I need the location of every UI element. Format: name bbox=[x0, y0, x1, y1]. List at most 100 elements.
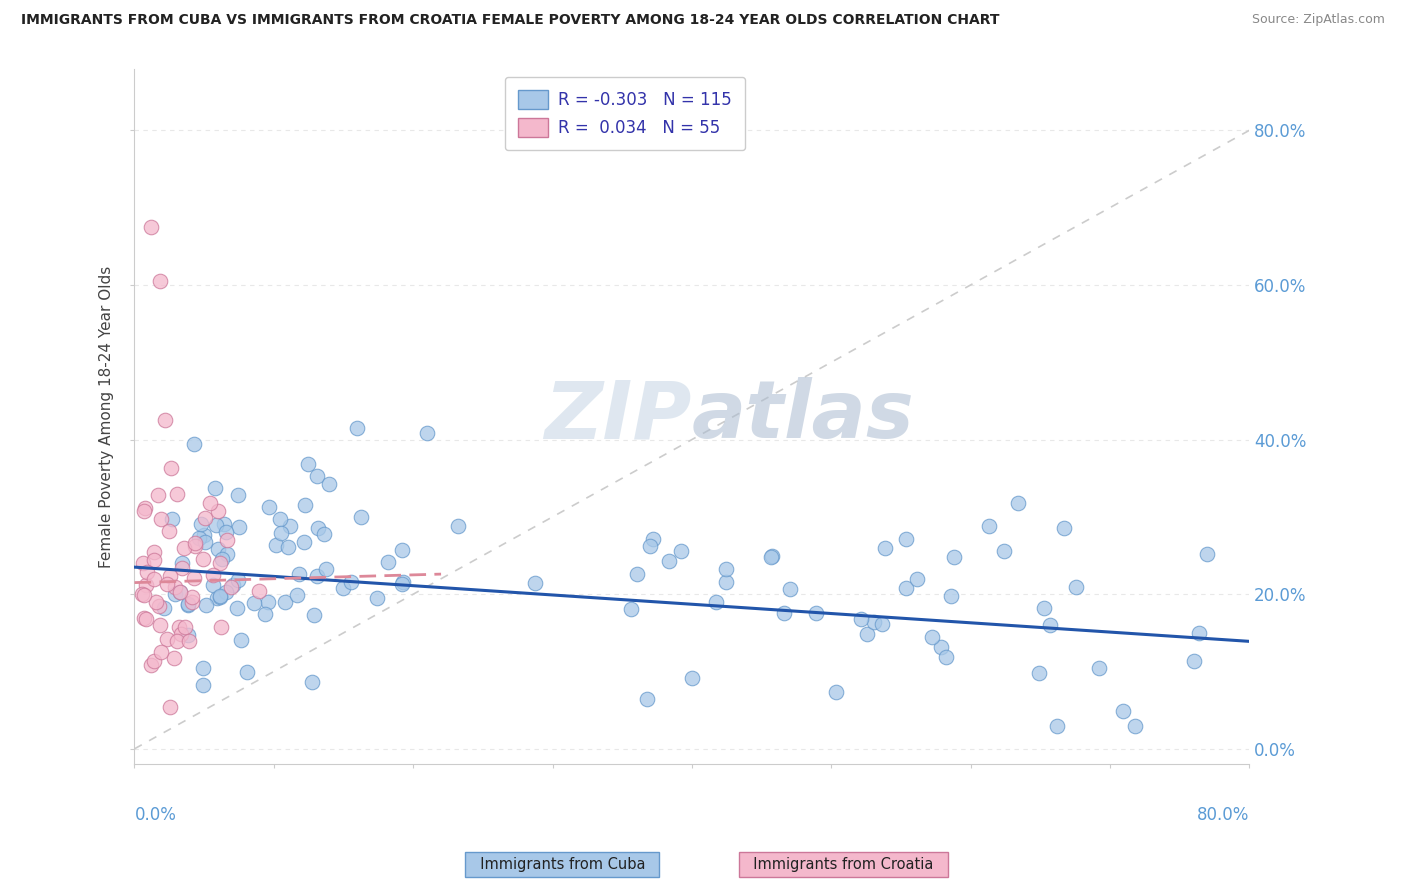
Point bbox=[209, 556, 232, 570]
Point bbox=[157, 524, 180, 538]
Point bbox=[636, 692, 658, 706]
Point bbox=[1032, 601, 1054, 615]
Point bbox=[391, 543, 413, 558]
Point bbox=[1066, 581, 1088, 595]
Point bbox=[285, 588, 308, 602]
Point bbox=[626, 566, 648, 581]
Point bbox=[856, 627, 879, 641]
Point bbox=[226, 600, 249, 615]
Point bbox=[184, 535, 207, 549]
Point bbox=[156, 632, 179, 647]
Point bbox=[170, 557, 193, 571]
Point bbox=[163, 580, 186, 594]
Point bbox=[257, 500, 280, 514]
Text: Immigrants from Cuba: Immigrants from Cuba bbox=[471, 857, 654, 872]
Point bbox=[264, 538, 287, 552]
Point bbox=[169, 585, 191, 599]
Point bbox=[179, 634, 201, 648]
Point bbox=[804, 606, 827, 620]
Point bbox=[638, 539, 661, 553]
Point bbox=[277, 541, 299, 555]
Point bbox=[191, 661, 214, 675]
Point bbox=[166, 634, 188, 648]
Point bbox=[141, 657, 163, 672]
Point bbox=[160, 461, 183, 475]
Point bbox=[524, 575, 547, 590]
Point bbox=[301, 674, 323, 689]
Point bbox=[292, 535, 315, 549]
Point bbox=[173, 620, 195, 634]
Point bbox=[193, 678, 215, 692]
Point bbox=[307, 569, 329, 583]
Point bbox=[193, 534, 215, 549]
Point bbox=[862, 615, 884, 630]
Point bbox=[226, 573, 249, 587]
Point bbox=[153, 600, 176, 615]
Point bbox=[159, 699, 181, 714]
Point bbox=[187, 531, 209, 545]
Point bbox=[134, 501, 156, 516]
Point bbox=[681, 671, 703, 685]
Point bbox=[194, 510, 217, 524]
Point bbox=[346, 421, 368, 435]
Point bbox=[222, 577, 245, 591]
Point bbox=[207, 541, 229, 556]
Text: IMMIGRANTS FROM CUBA VS IMMIGRANTS FROM CROATIA FEMALE POVERTY AMONG 18-24 YEAR : IMMIGRANTS FROM CUBA VS IMMIGRANTS FROM … bbox=[21, 13, 1000, 28]
Point bbox=[294, 498, 316, 512]
Point bbox=[204, 517, 226, 532]
Point bbox=[183, 437, 205, 451]
Point bbox=[163, 586, 186, 600]
Point bbox=[714, 561, 737, 575]
Point bbox=[204, 482, 226, 496]
Text: Immigrants from Croatia: Immigrants from Croatia bbox=[744, 857, 943, 872]
Point bbox=[339, 574, 361, 589]
Point bbox=[658, 554, 681, 568]
Point bbox=[242, 596, 264, 610]
Point bbox=[183, 539, 205, 553]
Point bbox=[143, 553, 166, 567]
Point bbox=[297, 458, 319, 472]
Point bbox=[159, 568, 181, 582]
Point bbox=[1182, 654, 1205, 668]
Point bbox=[141, 219, 163, 234]
Point bbox=[447, 518, 470, 533]
Point bbox=[1195, 547, 1218, 561]
Point bbox=[160, 512, 183, 526]
Point bbox=[929, 640, 952, 654]
Point bbox=[149, 274, 172, 288]
Text: 80.0%: 80.0% bbox=[1197, 806, 1250, 824]
Point bbox=[176, 598, 198, 612]
Point bbox=[270, 526, 292, 541]
Point bbox=[207, 504, 229, 518]
Point bbox=[142, 654, 165, 668]
Point bbox=[1188, 626, 1211, 640]
Point bbox=[173, 541, 195, 555]
Point bbox=[228, 519, 250, 533]
Point bbox=[226, 488, 249, 502]
Point bbox=[318, 477, 340, 491]
Point bbox=[620, 601, 643, 615]
Point bbox=[714, 574, 737, 589]
Point bbox=[274, 595, 297, 609]
Text: 0.0%: 0.0% bbox=[135, 806, 176, 824]
Point bbox=[202, 568, 225, 582]
Point bbox=[935, 650, 957, 665]
Point bbox=[314, 526, 336, 541]
Point bbox=[977, 518, 1000, 533]
Point bbox=[135, 578, 157, 592]
Point bbox=[180, 590, 202, 604]
Point bbox=[211, 620, 233, 634]
Point bbox=[1028, 666, 1050, 681]
Point bbox=[905, 572, 928, 586]
Point bbox=[236, 665, 259, 679]
Point bbox=[183, 570, 205, 584]
Point bbox=[332, 581, 354, 595]
Point bbox=[211, 551, 233, 566]
Point bbox=[896, 581, 918, 595]
Point bbox=[193, 527, 215, 541]
Point bbox=[943, 549, 966, 564]
Point bbox=[366, 591, 388, 605]
Point bbox=[208, 589, 231, 603]
Point bbox=[870, 617, 893, 632]
Point bbox=[669, 544, 692, 558]
